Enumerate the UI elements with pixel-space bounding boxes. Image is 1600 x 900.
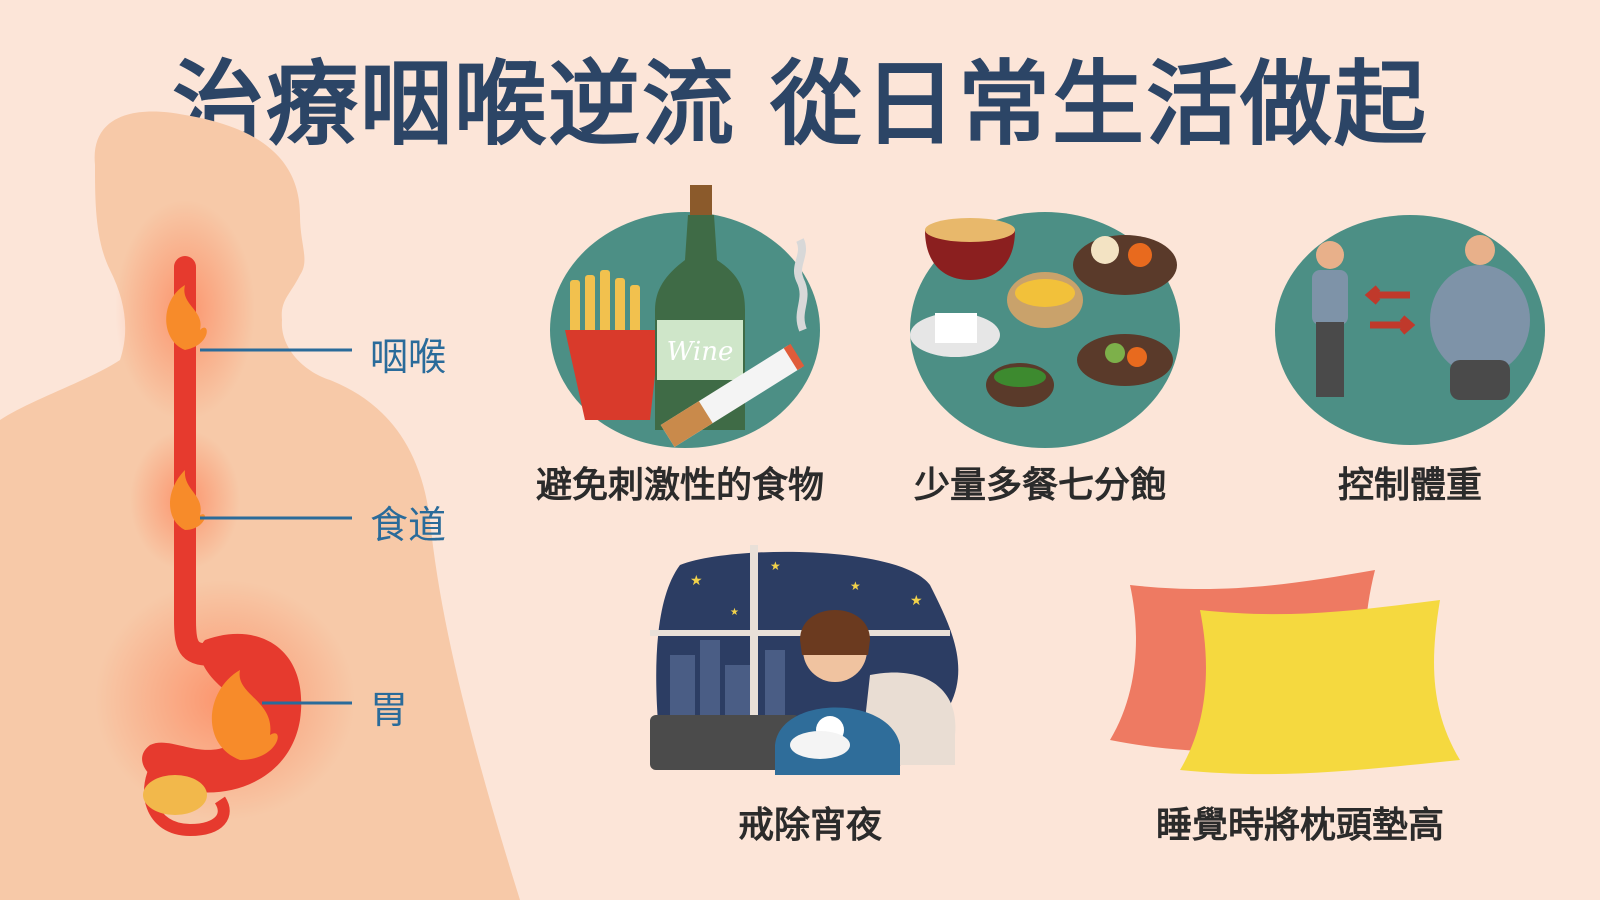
tip-label-raise-pillow: 睡覺時將枕頭墊高 [1155,805,1444,846]
svg-text:★: ★ [690,573,703,589]
label-esophagus: 食道 [370,503,447,547]
label-throat: 咽喉 [370,335,447,379]
pillows-icon [1110,570,1460,775]
page-title: 治療咽喉逆流 從日常生活做起 [171,51,1429,158]
weight-control-icon [1275,215,1545,445]
bottle-label: Wine [667,337,734,367]
flame-icon [166,285,278,760]
tip-label-weight-control: 控制體重 [1337,465,1482,506]
svg-text:★: ★ [770,559,781,573]
pancreas [143,775,207,815]
late-night-snack-icon: ★ ★ ★ ★ ★ [650,545,959,775]
label-stomach: 胃 [370,688,409,732]
svg-text:★: ★ [850,579,861,593]
small-meals-icon [910,212,1180,448]
svg-text:★: ★ [910,593,923,609]
tip-label-small-meals: 少量多餐七分飽 [913,465,1166,506]
junk-food-wine-cigarette-icon: Wine [550,185,820,448]
svg-text:★: ★ [730,607,739,618]
tip-label-avoid-irritants: 避免刺激性的食物 [535,465,824,506]
body-illustration [0,111,520,900]
tip-label-no-late-snacks: 戒除宵夜 [737,805,882,846]
